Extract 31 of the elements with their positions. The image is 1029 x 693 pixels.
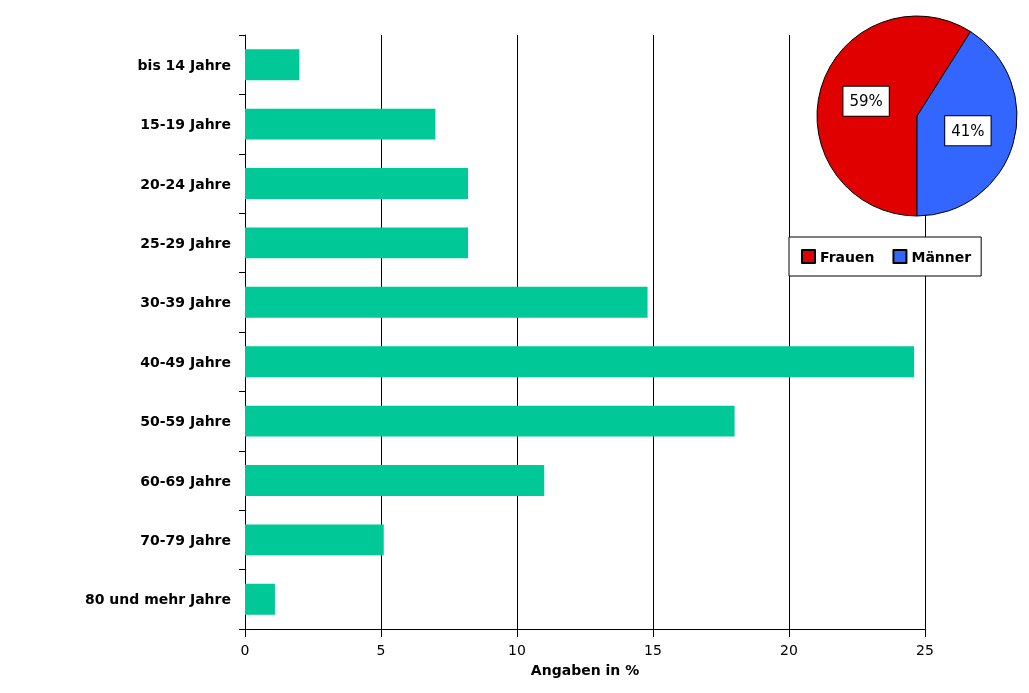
x-tick-label: 5 <box>376 642 386 658</box>
y-tick-label: 50-59 Jahre <box>140 413 231 430</box>
x-axis-title: Angaben in % <box>530 662 640 678</box>
y-tick-label: 15-19 Jahre <box>140 116 231 133</box>
y-tick-label: 60-69 Jahre <box>140 472 231 489</box>
bar <box>245 405 735 437</box>
bar <box>245 286 648 318</box>
x-tick-label: 20 <box>780 642 798 658</box>
y-tick-label: 25-29 Jahre <box>140 234 231 251</box>
bar <box>245 227 469 259</box>
bar <box>245 49 300 81</box>
y-tick-label: 40-49 Jahre <box>140 353 231 370</box>
bar <box>245 524 384 556</box>
y-tick-label: 20-24 Jahre <box>140 175 231 192</box>
legend-label: Frauen <box>820 248 875 265</box>
bar <box>245 465 545 496</box>
bar <box>245 346 915 378</box>
data-label: 41% <box>951 121 985 140</box>
y-tick-label: 80 und mehr Jahre <box>84 591 231 608</box>
y-tick-label: bis 14 Jahre <box>137 56 231 73</box>
bar <box>245 583 275 615</box>
bar <box>245 168 469 199</box>
data-label: 59% <box>849 92 883 111</box>
x-tick-label: 10 <box>508 642 526 658</box>
bar <box>245 108 436 140</box>
x-tick-label: 0 <box>240 642 250 658</box>
x-tick-label: 15 <box>644 642 662 658</box>
legend-label: Männer <box>911 248 972 265</box>
y-tick-label: 70-79 Jahre <box>140 531 231 548</box>
x-tick-label: 25 <box>916 642 934 658</box>
y-tick-label: 30-39 Jahre <box>140 294 231 311</box>
